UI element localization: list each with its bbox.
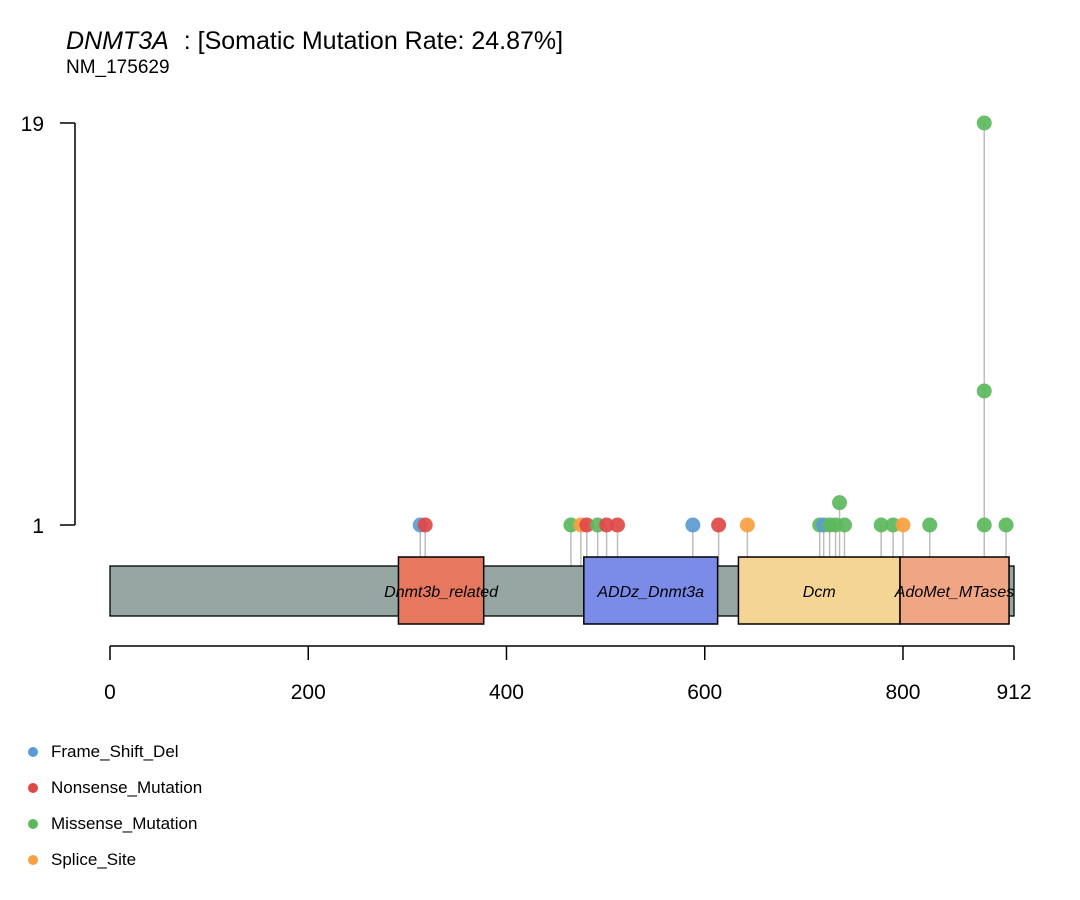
legend: Frame_Shift_Del Nonsense_Mutation Missense… xyxy=(28,734,202,878)
domain-label: Dnmt3b_related xyxy=(384,584,499,601)
legend-dot-icon xyxy=(28,855,38,865)
y-axis: 1 19 xyxy=(21,113,76,538)
mutation-dot xyxy=(922,517,938,533)
legend-item: Frame_Shift_Del xyxy=(28,734,202,770)
title-gene: DNMT3A xyxy=(66,27,169,55)
mutation-dot xyxy=(998,517,1014,533)
legend-item: Missense_Mutation xyxy=(28,806,202,842)
mutation-dot xyxy=(417,517,433,533)
legend-dot-icon xyxy=(28,747,38,757)
legend-label: Frame_Shift_Del xyxy=(51,742,179,761)
x-tick-label: 400 xyxy=(489,681,524,704)
domain-dcm xyxy=(737,556,901,625)
legend-item: Nonsense_Mutation xyxy=(28,770,202,806)
domain-label: AdoMet_MTases xyxy=(894,584,1014,601)
mutation-dot xyxy=(837,517,852,533)
mutation-dot xyxy=(579,517,595,533)
x-axis: 0 200 400 600 800 912 xyxy=(104,645,1032,704)
title-text: : [Somatic Mutation Rate: 24.87%] xyxy=(184,27,563,55)
legend-dot-icon xyxy=(28,783,38,793)
legend-label: Nonsense_Mutation xyxy=(51,778,203,797)
domain-adomet-mtases xyxy=(899,556,1010,625)
y-tick-label: 19 xyxy=(21,113,44,136)
domain-label: ADDz_Dnmt3a xyxy=(596,584,704,601)
legend-label: Missense_Mutation xyxy=(51,814,198,833)
mutation-dot xyxy=(976,115,992,131)
mutation-dot xyxy=(895,517,911,533)
domain-dnmt3b-related xyxy=(397,556,485,625)
mutation-dot xyxy=(685,517,701,533)
domain-addz-dnmt3a xyxy=(583,556,719,625)
mutation-dot xyxy=(711,517,727,533)
x-tick-label: 912 xyxy=(996,681,1031,704)
mutation-dot xyxy=(976,517,992,533)
lollipop-chart: DNMT3A : [Somatic Mutation Rate: 24.87%]… xyxy=(21,27,1032,704)
lollipop-heads xyxy=(412,115,1014,533)
x-tick-label: 800 xyxy=(885,681,920,704)
lollipop-stems xyxy=(419,123,1007,567)
legend-item: Splice_Site xyxy=(28,842,202,878)
domain-label: Dcm xyxy=(803,584,836,601)
mutation-dot xyxy=(873,517,889,533)
legend-label: Splice_Site xyxy=(51,850,137,869)
x-tick-label: 200 xyxy=(291,681,326,704)
x-tick-label: 0 xyxy=(104,681,116,704)
mutation-dot xyxy=(976,383,992,399)
protein-track: Dnmt3b_related ADDz_Dnmt3a Dcm AdoMet_MTase… xyxy=(109,556,1015,625)
chart-title: DNMT3A : [Somatic Mutation Rate: 24.87%] xyxy=(66,27,563,55)
mutation-dot xyxy=(739,517,755,533)
legend-dot-icon xyxy=(28,819,38,829)
x-tick-label: 600 xyxy=(687,681,722,704)
mutation-dot xyxy=(832,495,848,511)
mutation-dot xyxy=(599,517,615,533)
mutation-dot xyxy=(610,517,626,533)
y-tick-label: 1 xyxy=(32,515,44,538)
chart-subtitle: NM_175629 xyxy=(66,57,170,78)
